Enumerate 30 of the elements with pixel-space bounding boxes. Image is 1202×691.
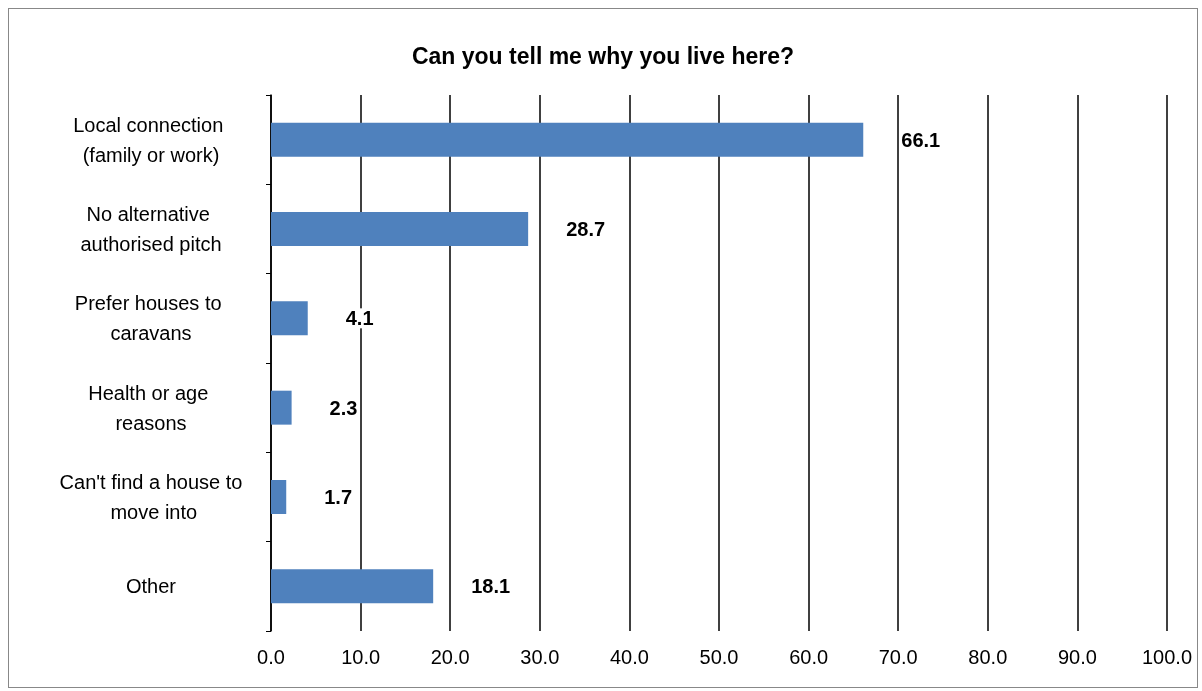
x-tick-label: 70.0 (878, 646, 918, 668)
x-tick-label: 10.0 (341, 646, 381, 668)
y-tick-label: Can't find a house to move into (59, 471, 243, 523)
x-tick-label: 90.0 (1057, 646, 1097, 668)
y-tick-label: Other (125, 575, 177, 598)
data-label: 66.1 (901, 128, 941, 151)
bar (271, 480, 287, 514)
bar (271, 390, 292, 425)
x-tick-label: 100.0 (1141, 646, 1193, 668)
data-label: 1.7 (324, 486, 353, 508)
bar (271, 301, 308, 336)
x-tick-label: 40.0 (609, 646, 649, 668)
x-tick-label: 20.0 (430, 646, 470, 668)
bar (271, 212, 529, 246)
x-tick-label: 30.0 (520, 646, 560, 668)
x-tick-label: 60.0 (789, 646, 829, 668)
data-label: 28.7 (566, 218, 606, 240)
data-label: 18.1 (471, 575, 511, 598)
y-tick-label: Health or age reasons (88, 381, 214, 434)
bar (271, 122, 864, 157)
y-tick-label: No alternative authorised pitch (80, 203, 222, 255)
data-label: 2.3 (329, 396, 358, 419)
chart-title: Can you tell me why you live here? (411, 42, 795, 69)
x-tick-label: 80.0 (968, 646, 1008, 668)
y-tick-label: Local connection (family or work) (73, 113, 229, 166)
data-label: 4.1 (345, 307, 374, 330)
x-tick-label: 50.0 (699, 646, 739, 668)
bar (271, 569, 434, 604)
y-tick-label: Prefer houses to caravans (74, 292, 228, 345)
x-tick-label: 0.0 (257, 646, 285, 668)
